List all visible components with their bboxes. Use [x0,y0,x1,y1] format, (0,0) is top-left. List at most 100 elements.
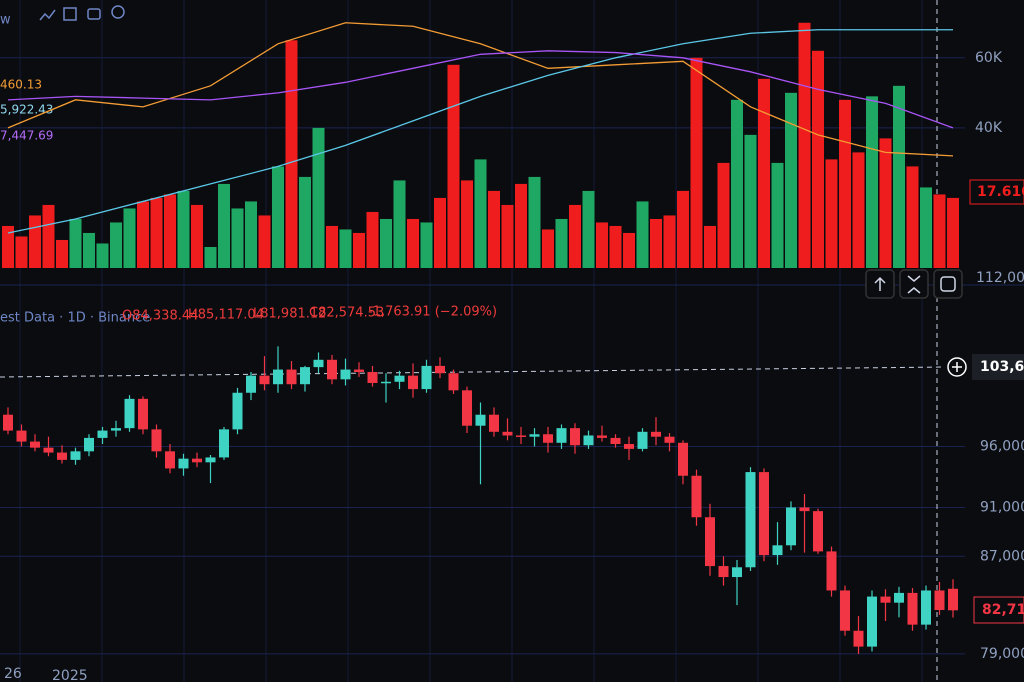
icon [952,362,962,372]
volume-bar [717,162,730,268]
candle-body [273,369,283,385]
candle-body [111,428,121,431]
icon [874,276,886,291]
candle-body [489,414,499,432]
volume-bar [191,204,203,268]
candle-body [786,507,796,546]
candle-body [529,434,540,437]
candle-body [921,590,931,625]
close: C82,574.53 [309,306,384,321]
volume-bar [825,159,838,268]
candle-body [219,429,229,458]
candle-body [934,590,945,610]
candle-body [826,551,837,591]
candle-body [475,414,486,426]
candle-body [651,431,661,437]
high: H85,117.04 [188,308,264,323]
candle-body [705,517,715,567]
volume-bar [83,232,95,268]
volume-bar [893,85,905,268]
volume-bar [650,218,662,268]
ma-value: 5,922.43 [0,103,53,117]
volume-bar [231,208,244,268]
candle-body [57,452,67,460]
moving-average-line [7,50,954,129]
candle-body [394,375,405,382]
volume-bar [515,183,527,268]
icon[interactable] [87,8,101,20]
candle-body [691,475,702,518]
volume-bar [785,92,797,268]
candle-body [205,457,216,463]
candle-body [502,431,513,436]
volume-bar [56,239,68,268]
volume-bar [69,218,82,268]
volume-bar [839,99,851,268]
candle-body [570,428,580,446]
reset-button[interactable] [933,269,963,299]
candle-body [664,436,675,443]
volume-bar [339,229,352,268]
candle-body [246,375,256,393]
volume-bar [569,204,581,268]
candle-body [448,373,459,391]
axis-label: 112,000 [976,270,1024,286]
volume-bar [299,176,311,268]
volume-bar [812,50,824,268]
candle-body [610,437,621,445]
candle-body [772,545,783,556]
volume-bar [879,138,892,268]
volume-bar [96,243,109,268]
ohlc-header: est Data · 1D · Binance O84,338.44 H85,1… [0,305,497,326]
volume-bar [758,78,770,268]
candle-body [435,365,445,374]
volume-bar [15,236,28,268]
volume-bar [488,190,500,268]
candle-body [556,428,567,443]
y-tick-label: 91,000 [980,499,1024,515]
collapse-button[interactable] [899,269,929,299]
candle-body [70,451,81,460]
volume-bar [150,197,163,268]
volume-bar [434,197,446,268]
volume-bar [204,246,217,268]
panel-buttons [865,269,963,299]
volume-bar [866,96,878,268]
volume-bar [609,225,622,268]
candle-body [84,437,94,452]
candle-body [759,472,769,556]
volume-bar [353,232,365,268]
volume-bar [123,208,136,268]
icon[interactable] [63,7,77,21]
y-tick-label: 87,000 [980,548,1024,564]
candle-body [138,398,148,430]
candle-body [16,430,27,442]
volume-bar [285,40,298,268]
candle-body [151,429,162,452]
candle-body [799,507,810,512]
volume-bar [420,222,433,268]
ma-value: 460.13 [0,78,42,92]
volume-bar [164,194,176,268]
candle-body [462,390,472,426]
icon[interactable] [111,5,125,19]
volume-bar [501,204,514,268]
icon [940,276,956,292]
volume-bar [731,99,743,268]
crosshair-add[interactable] [947,357,967,377]
toolbar: w [0,5,125,28]
y-tick-label: 79,000 [980,646,1024,662]
volume-bar [407,218,419,268]
volume-bar [636,201,649,268]
toolbar-label: w [0,13,11,28]
moving-average-line [7,29,953,234]
volume-bar [555,218,568,268]
volume-bar [29,215,41,268]
candle-body [678,442,688,476]
candle-body [3,414,13,431]
candle-body [732,567,742,578]
y-tick-label: 96,000 [980,438,1024,454]
candle-body [340,369,351,380]
candle-body [124,398,135,429]
